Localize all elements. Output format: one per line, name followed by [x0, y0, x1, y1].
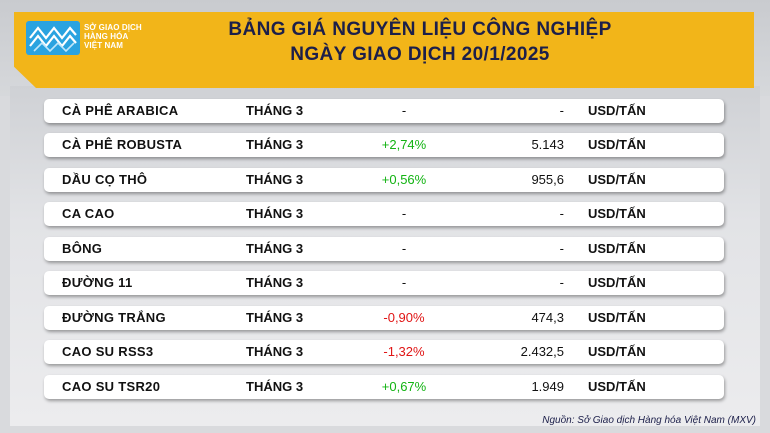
- commodity-name: ĐƯỜNG TRẮNG: [62, 310, 166, 325]
- price-value: -: [559, 275, 564, 290]
- price-unit: USD/TẤN: [588, 275, 646, 290]
- logo-line: HÀNG HÓA: [84, 32, 129, 41]
- price-value: 2.432,5: [520, 344, 564, 359]
- commodity-name: CA CAO: [62, 206, 115, 221]
- price-unit: USD/TẤN: [588, 310, 646, 325]
- price-value: 5.143: [531, 137, 564, 152]
- commodity-name: ĐƯỜNG 11: [62, 275, 133, 290]
- price-change: -: [401, 206, 407, 221]
- contract-month: THÁNG 3: [246, 103, 304, 118]
- price-change: +0,56%: [381, 172, 427, 187]
- price-change: -1,32%: [383, 344, 425, 359]
- logo-line: VIỆT NAM: [84, 41, 124, 50]
- logo-line: SỞ GIAO DỊCH: [84, 23, 142, 32]
- price-value: -: [559, 241, 564, 256]
- price-value: 955,6: [531, 172, 564, 187]
- table-row: ĐƯỜNG 11 THÁNG 3 - - USD/TẤN: [44, 271, 724, 295]
- contract-month: THÁNG 3: [246, 310, 304, 325]
- price-unit: USD/TẤN: [588, 103, 646, 118]
- contract-month: THÁNG 3: [246, 172, 304, 187]
- commodity-name: CÀ PHÊ ARABICA: [62, 103, 179, 118]
- price-unit: USD/TẤN: [588, 241, 646, 256]
- logo-text: SỞ GIAO DỊCH HÀNG HÓA VIỆT NAM: [84, 23, 154, 50]
- title-banner: [14, 12, 754, 88]
- table-row: ĐƯỜNG TRẮNG THÁNG 3 -0,90% 474,3 USD/TẤN: [44, 306, 724, 330]
- price-unit: USD/TẤN: [588, 206, 646, 221]
- table-row: CA CAO THÁNG 3 - - USD/TẤN: [44, 202, 724, 226]
- commodity-name: CÀ PHÊ ROBUSTA: [62, 137, 183, 152]
- contract-month: THÁNG 3: [246, 206, 304, 221]
- table-row: CÀ PHÊ ROBUSTA THÁNG 3 +2,74% 5.143 USD/TẤN: [44, 133, 724, 157]
- contract-month: THÁNG 3: [246, 379, 304, 394]
- commodity-name: BÔNG: [62, 241, 103, 256]
- price-unit: USD/TẤN: [588, 379, 646, 394]
- logo-mark-icon: [26, 21, 80, 55]
- commodity-name: CAO SU TSR20: [62, 379, 161, 394]
- price-change: -: [401, 103, 407, 118]
- table-row: CAO SU RSS3 THÁNG 3 -1,32% 2.432,5 USD/TẤN: [44, 340, 724, 364]
- price-unit: USD/TẤN: [588, 172, 646, 187]
- price-change: +0,67%: [381, 379, 427, 394]
- table-row: DẦU CỌ THÔ THÁNG 3 +0,56% 955,6 USD/TẤN: [44, 168, 724, 192]
- price-change: -: [401, 275, 407, 290]
- price-change: -: [401, 241, 407, 256]
- price-value: 474,3: [531, 310, 564, 325]
- commodity-name: DẦU CỌ THÔ: [62, 172, 148, 187]
- page-title: BẢNG GIÁ NGUYÊN LIỆU CÔNG NGHIỆP: [228, 19, 612, 40]
- price-change: +2,74%: [381, 137, 427, 152]
- source-note: Nguồn: Sở Giao dịch Hàng hóa Việt Nam (M…: [542, 415, 756, 426]
- price-value: -: [559, 103, 564, 118]
- contract-month: THÁNG 3: [246, 241, 304, 256]
- page-subtitle-date: NGÀY GIAO DỊCH 20/1/2025: [290, 44, 550, 65]
- price-change: -0,90%: [383, 310, 425, 325]
- table-row: BÔNG THÁNG 3 - - USD/TẤN: [44, 237, 724, 261]
- contract-month: THÁNG 3: [246, 344, 304, 359]
- commodity-name: CAO SU RSS3: [62, 344, 154, 359]
- contract-month: THÁNG 3: [246, 275, 304, 290]
- price-value: 1.949: [531, 379, 564, 394]
- contract-month: THÁNG 3: [246, 137, 304, 152]
- price-unit: USD/TẤN: [588, 137, 646, 152]
- price-unit: USD/TẤN: [588, 344, 646, 359]
- mxv-logo: SỞ GIAO DỊCH HÀNG HÓA VIỆT NAM: [26, 17, 151, 61]
- price-value: -: [559, 206, 564, 221]
- table-row: CAO SU TSR20 THÁNG 3 +0,67% 1.949 USD/TẤN: [44, 375, 724, 399]
- table-row: CÀ PHÊ ARABICA THÁNG 3 - - USD/TẤN: [44, 99, 724, 123]
